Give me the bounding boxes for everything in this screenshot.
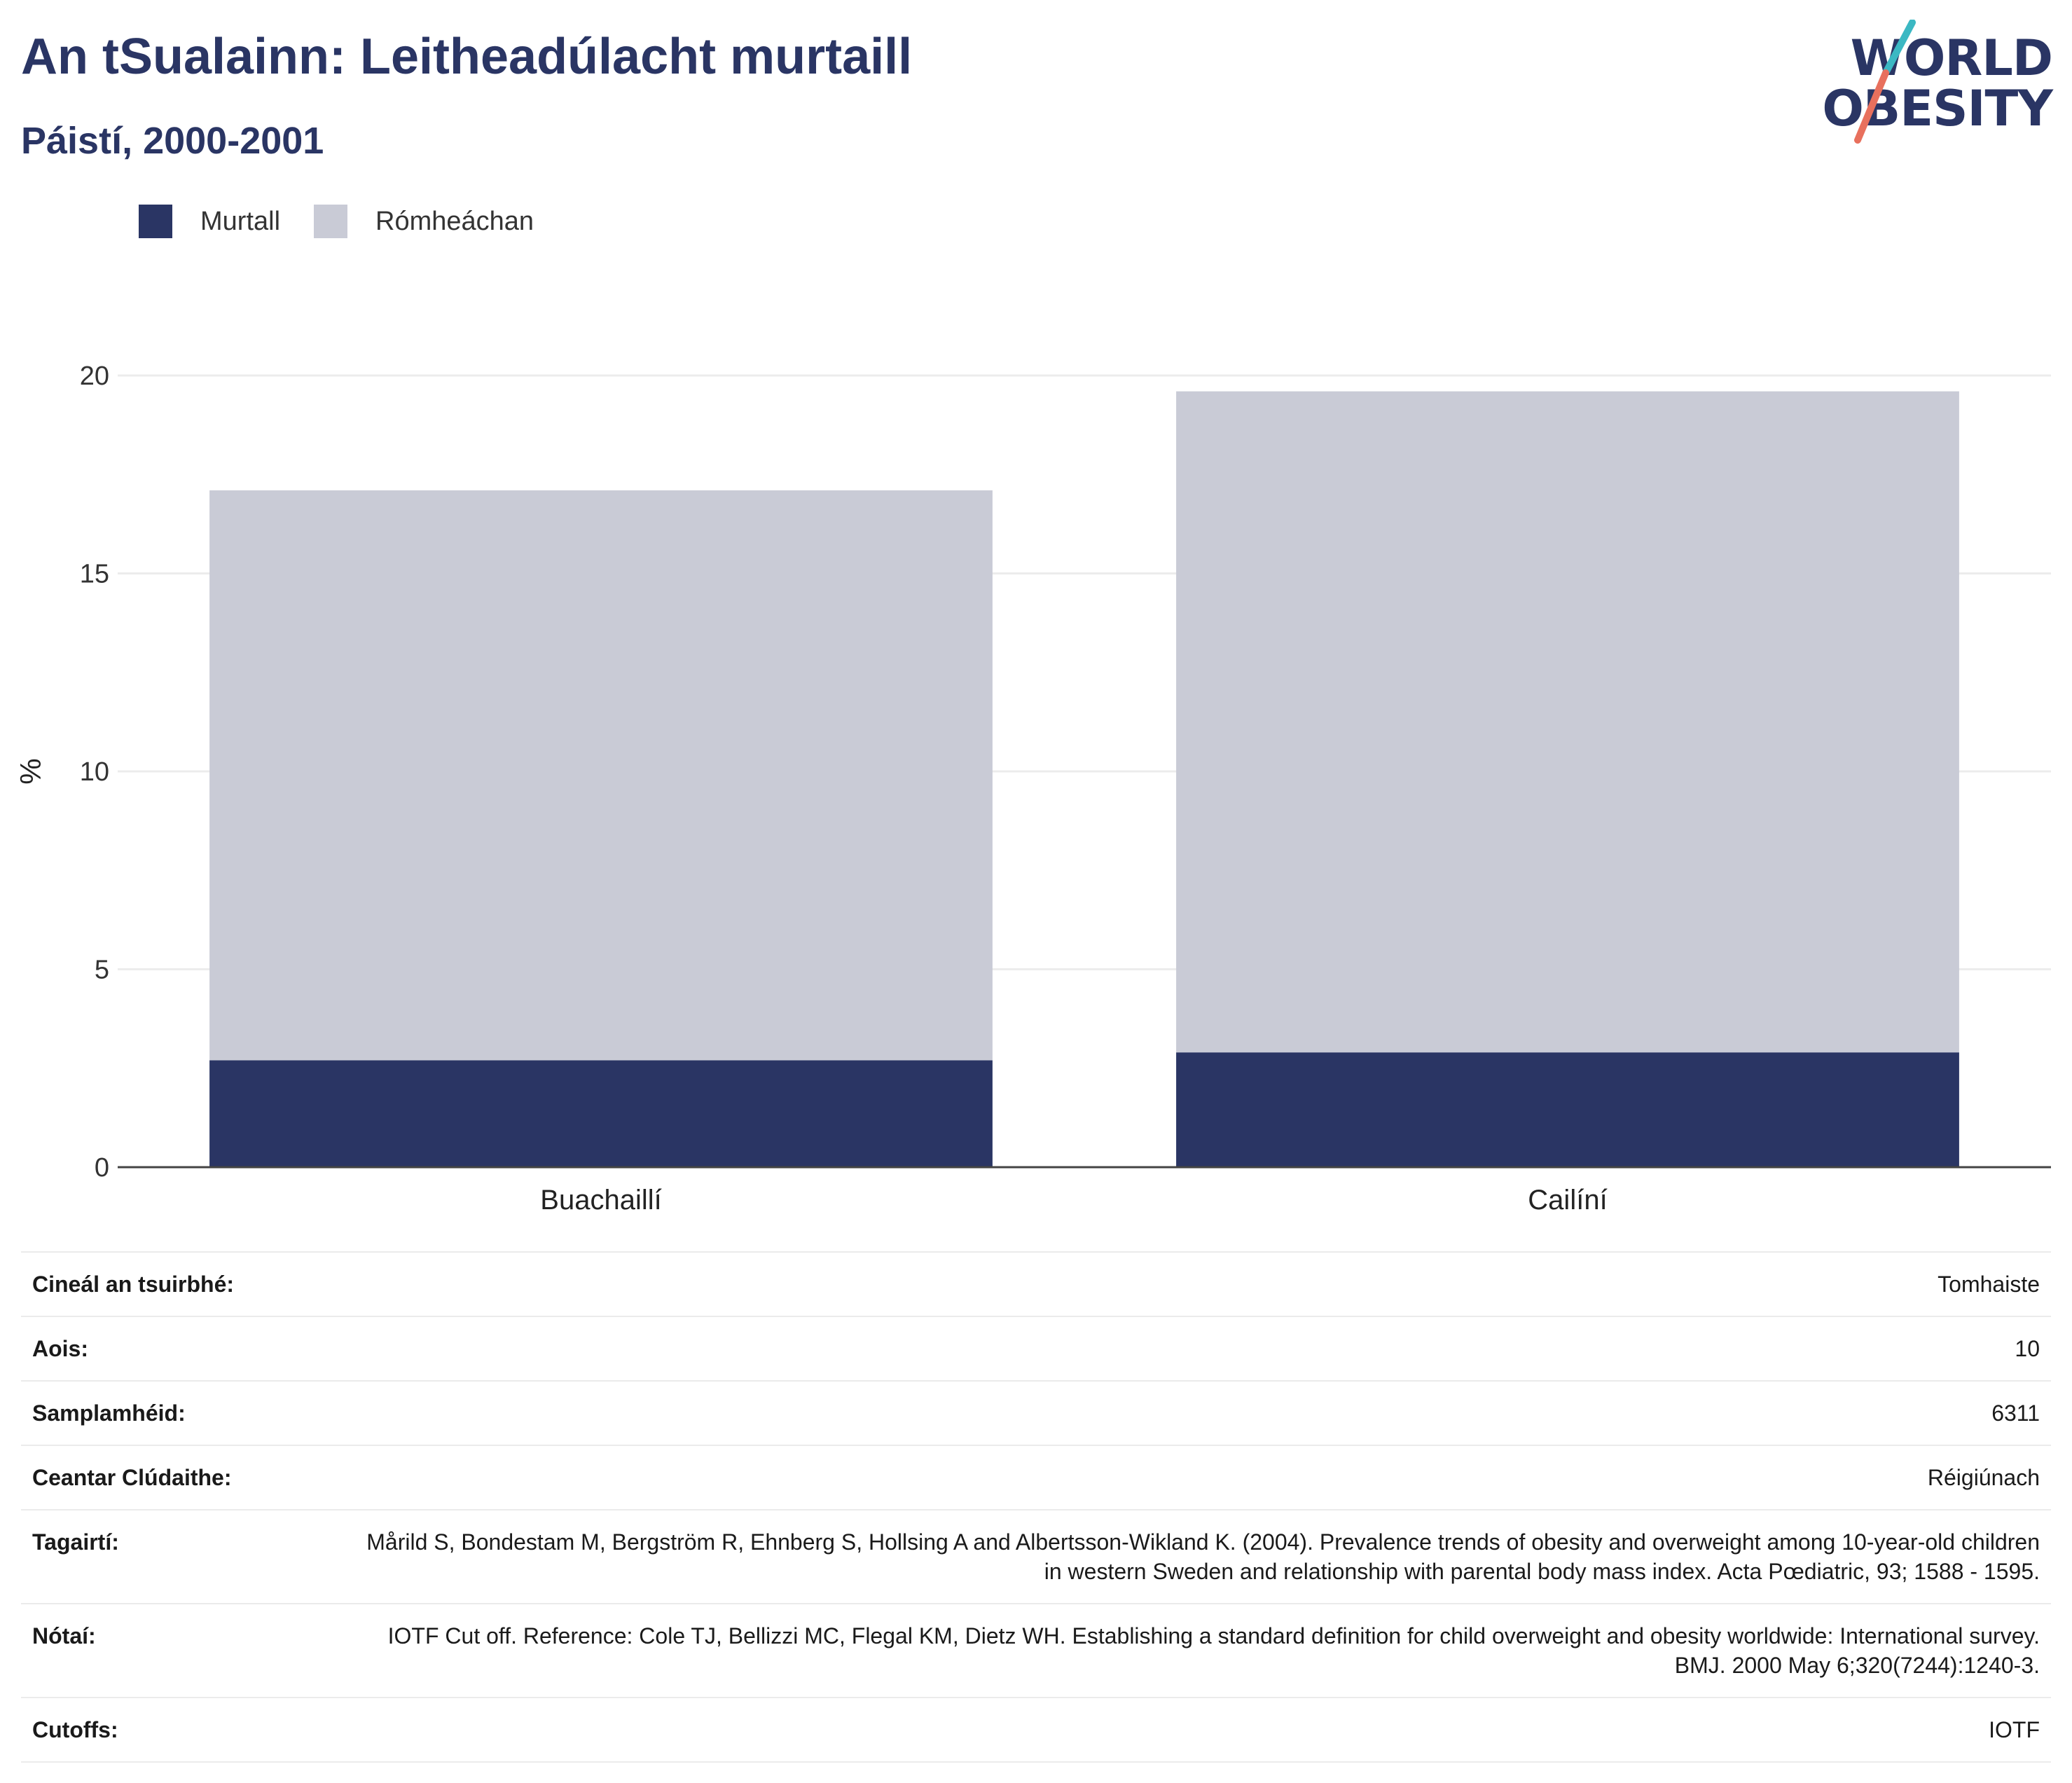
stacked-bar-chart: 0 5 10 15 20 Buachaillí Cailíní% — [14, 362, 2051, 1216]
bar-overweight — [209, 490, 993, 1061]
legend-label-overweight: Rómheáchan — [375, 206, 534, 236]
x-tick-label: Cailíní — [1528, 1185, 1607, 1216]
legend-swatch-obese — [139, 205, 172, 238]
survey-info-table: Cineál an tsuirbhé: Tomhaiste Aois: 10 Sampl… — [21, 1251, 2051, 1763]
chart-legend: Murtall Rómheáchan — [139, 205, 567, 238]
bar-obese — [1176, 1052, 1959, 1167]
info-key: Samplamhéid: — [21, 1380, 338, 1446]
info-key: Tagairtí: — [21, 1509, 338, 1604]
logo-slash-icon — [1854, 20, 1916, 144]
bar-obese — [209, 1060, 993, 1167]
info-row: Aois: 10 — [21, 1316, 2051, 1382]
info-value: IOTF — [338, 1697, 2051, 1763]
info-row: Nótaí: IOTF Cut off. Reference: Cole TJ, … — [21, 1603, 2051, 1698]
bar-overweight — [1176, 391, 1959, 1053]
chart-axes: 0 5 10 15 20 Buachaillí Cailíní% — [14, 362, 2051, 1216]
y-tick-label: 5 — [95, 956, 109, 985]
world-obesity-logo: WORLD OBESITY — [1821, 20, 2053, 146]
info-row: Cineál an tsuirbhé: Tomhaiste — [21, 1251, 2051, 1317]
legend-label-obese: Murtall — [200, 206, 281, 236]
legend-swatch-overweight — [314, 205, 348, 238]
info-value: Mårild S, Bondestam M, Bergström R, Ehnb… — [338, 1509, 2051, 1604]
page-subtitle: Páistí, 2000-2001 — [21, 120, 324, 162]
info-value: Réigiúnach — [338, 1445, 2051, 1510]
info-key: Aois: — [21, 1316, 338, 1382]
x-tick-label: Buachaillí — [540, 1185, 661, 1216]
y-tick-label: 15 — [80, 560, 109, 589]
info-key: Nótaí: — [21, 1603, 338, 1698]
info-key: Cineál an tsuirbhé: — [21, 1251, 338, 1317]
info-row: Samplamhéid: 6311 — [21, 1380, 2051, 1446]
info-row: Tagairtí: Mårild S, Bondestam M, Bergströ… — [21, 1509, 2051, 1604]
info-key: Cutoffs: — [21, 1697, 338, 1763]
y-tick-label: 0 — [95, 1153, 109, 1183]
page-title: An tSualainn: Leitheadúlacht murtaill — [21, 29, 913, 85]
y-tick-label: 10 — [80, 757, 109, 787]
info-value: Tomhaiste — [338, 1251, 2051, 1317]
info-row: Cutoffs: IOTF — [21, 1697, 2051, 1763]
info-key: Ceantar Clúdaithe: — [21, 1445, 338, 1510]
info-value: 10 — [338, 1316, 2051, 1382]
y-axis-label: % — [14, 758, 47, 784]
info-row: Ceantar Clúdaithe: Réigiúnach — [21, 1445, 2051, 1510]
chart-bars — [209, 391, 1959, 1167]
legend-item-overweight[interactable]: Rómheáchan — [314, 205, 534, 238]
legend-item-obese[interactable]: Murtall — [139, 205, 280, 238]
y-tick-label: 20 — [80, 362, 109, 391]
info-value: 6311 — [338, 1380, 2051, 1446]
info-value: IOTF Cut off. Reference: Cole TJ, Belliz… — [338, 1603, 2051, 1698]
